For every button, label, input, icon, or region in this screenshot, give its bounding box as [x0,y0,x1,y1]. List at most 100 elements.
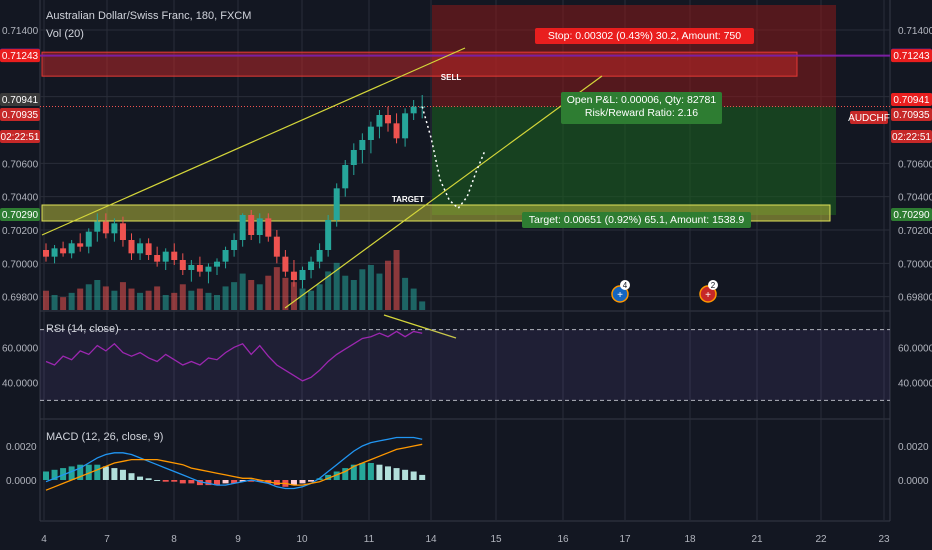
candle-body [367,126,374,140]
volume-bar [385,260,391,310]
event-marker-icon [611,285,629,303]
volume-bar [231,282,238,310]
candle-body [231,240,238,250]
pnl-label-box [561,92,722,124]
price-tag-left-bg [0,93,40,106]
volume-bar [367,265,374,310]
volume-bar [273,267,280,310]
price-tag-left-bg [0,130,40,143]
macd-histogram-bar [299,480,306,484]
macd-histogram-bar [239,480,246,482]
macd-histogram-bar [367,463,374,480]
price-tag-left: 02:22:51 [1,132,40,143]
macd-histogram-bar [222,480,229,484]
event-count: 4 [623,281,628,290]
rsi-line [45,330,423,382]
candle-body [256,218,263,235]
price-tag-left-bg [0,108,40,121]
volume-bar [239,273,246,310]
macd-histogram-bar [214,480,220,486]
volume-bar [393,250,400,310]
time-tick-label: 21 [751,534,763,545]
candle-body [333,188,340,220]
candle-body [342,165,349,189]
candle-body [265,218,272,237]
volume-bar [282,277,289,310]
volume-bar [154,286,161,310]
macd-histogram-bar [145,478,152,480]
macd-histogram-bar [171,480,178,482]
macd-histogram-bar [290,480,297,486]
candle-body [316,250,323,262]
macd-histogram-bar [308,480,315,482]
candle-body [111,223,118,234]
candle-body [214,261,220,267]
candle-body [350,150,357,165]
volume-bar [60,297,67,310]
macd-histogram-bar [376,464,383,480]
candle-body [128,240,135,254]
macd-histogram-bar [128,473,135,480]
macd-histogram-bar [154,480,161,481]
macd-histogram-bar [325,474,332,480]
stop-label-box [535,28,754,44]
volume-bar [333,262,340,310]
candle-body [239,215,246,240]
macd-histogram-bar [77,464,84,480]
trendlines[interactable] [41,47,603,339]
candle-body [60,248,67,254]
volume-bar [308,290,315,310]
projected-path [421,106,486,210]
volume-bar [316,284,323,310]
volume-bar [85,284,92,310]
candle-body [51,248,58,257]
volume-bar [256,284,263,310]
time-tick-label: 11 [364,534,375,545]
annotation-labels: Stop: 0.00302 (0.43%) 30.2, Amount: 750 S… [392,28,754,303]
macd-histogram-bar [188,480,195,484]
volume-bar [214,295,220,310]
candle-body [248,215,255,235]
price-tick-label-left: 0.71400 [2,26,39,37]
volume-bar [43,290,49,310]
symbol-tag-bg [850,111,888,124]
volume-bar [128,288,135,310]
event-marker-plus: + [617,290,623,301]
price-tag-left: 0.70941 [2,95,39,106]
macd-histogram-bar [410,471,417,480]
target-label: Target: 0.00651 (0.92%) 65.1, Amount: 15… [529,214,745,226]
candle-body [282,256,289,272]
volume-bar [119,282,126,310]
volume-bar [111,290,118,310]
volume-bar [137,292,144,310]
profit-zone [432,106,836,215]
rsi-legend: RSI (14, close) [46,323,119,335]
price-tag-left: 0.70935 [2,110,39,121]
candle-body [273,236,280,257]
volume-bar [68,292,75,310]
price-tag-right: 02:22:51 [892,132,931,143]
stop-label: Stop: 0.00302 (0.43%) 30.2, Amount: 750 [548,30,741,42]
target-label-box [522,212,751,228]
macd-histogram-bar [137,476,144,480]
price-tag-left: 0.71243 [2,51,39,62]
price-tick-label-left: 0.70600 [2,159,39,170]
macd-tick-label: 0.0020 [898,442,929,453]
candle-body [290,271,297,280]
rsi-pane [40,329,890,401]
candle-body [385,115,391,124]
macd-tick-label-left: 0.0000 [6,476,37,487]
price-tag-right-bg [891,208,932,221]
price-tag-right: 0.71243 [893,51,930,62]
volume-bar [410,288,417,310]
candle-body [145,243,152,255]
price-tag-left: 0.70290 [2,210,39,221]
rsi-tick-label: 60.0000 [898,343,932,354]
candle-body [179,260,186,270]
volume-bar [77,288,84,310]
lower-channel-line [284,75,603,309]
macd-histogram-bar [205,480,212,486]
candle-body [94,221,101,232]
volume-bar [196,288,203,310]
